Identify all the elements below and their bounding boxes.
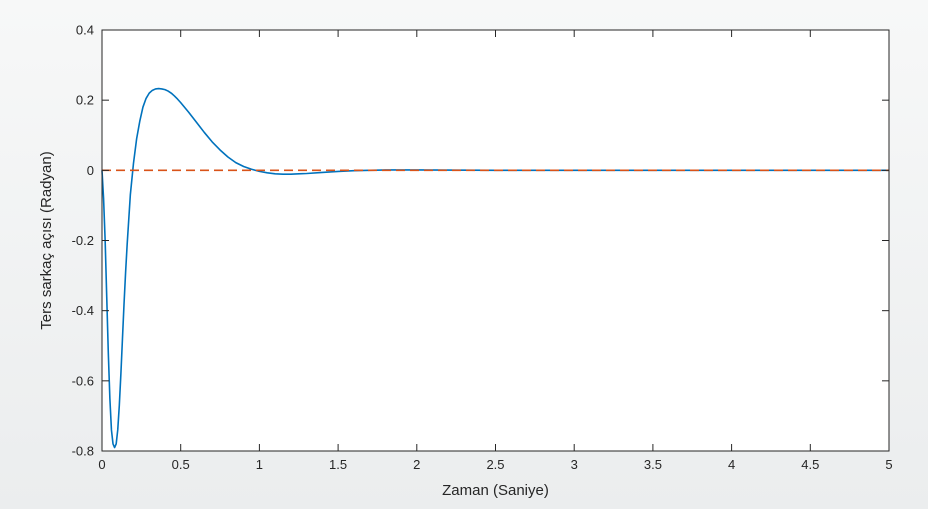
y-tick-labels: -0.8 -0.6 -0.4 -0.2 0 0.2 0.4 xyxy=(72,23,94,459)
x-tick-labels: 0 0.5 1 1.5 2 2.5 3 3.5 4 4.5 5 xyxy=(98,457,892,472)
x-tick-label: 4 xyxy=(728,457,735,472)
y-tick-label: 0 xyxy=(87,163,94,178)
x-tick-label: 2 xyxy=(413,457,420,472)
x-tick-label: 0.5 xyxy=(172,457,190,472)
x-tick-label: 3.5 xyxy=(644,457,662,472)
y-tick-label: -0.4 xyxy=(72,303,94,318)
y-axis-label: Ters sarkaç açısı (Radyan) xyxy=(38,151,55,329)
x-tick-label: 4.5 xyxy=(801,457,819,472)
x-tick-label: 3 xyxy=(571,457,578,472)
series-layer xyxy=(101,87,889,449)
x-tick-label: 0 xyxy=(98,457,105,472)
y-tick-label: -0.8 xyxy=(72,444,94,459)
plot-area xyxy=(102,30,889,451)
y-tick-label: 0.4 xyxy=(76,23,94,38)
x-tick-label: 1 xyxy=(256,457,263,472)
tick-marks xyxy=(101,29,890,452)
x-tick-label: 1.5 xyxy=(329,457,347,472)
x-tick-label: 5 xyxy=(885,457,892,472)
x-tick-label: 2.5 xyxy=(486,457,504,472)
x-axis-label: Zaman (Saniye) xyxy=(442,482,549,499)
y-tick-label: -0.6 xyxy=(72,373,94,388)
y-tick-label: -0.2 xyxy=(72,233,94,248)
y-tick-label: 0.2 xyxy=(76,93,94,108)
